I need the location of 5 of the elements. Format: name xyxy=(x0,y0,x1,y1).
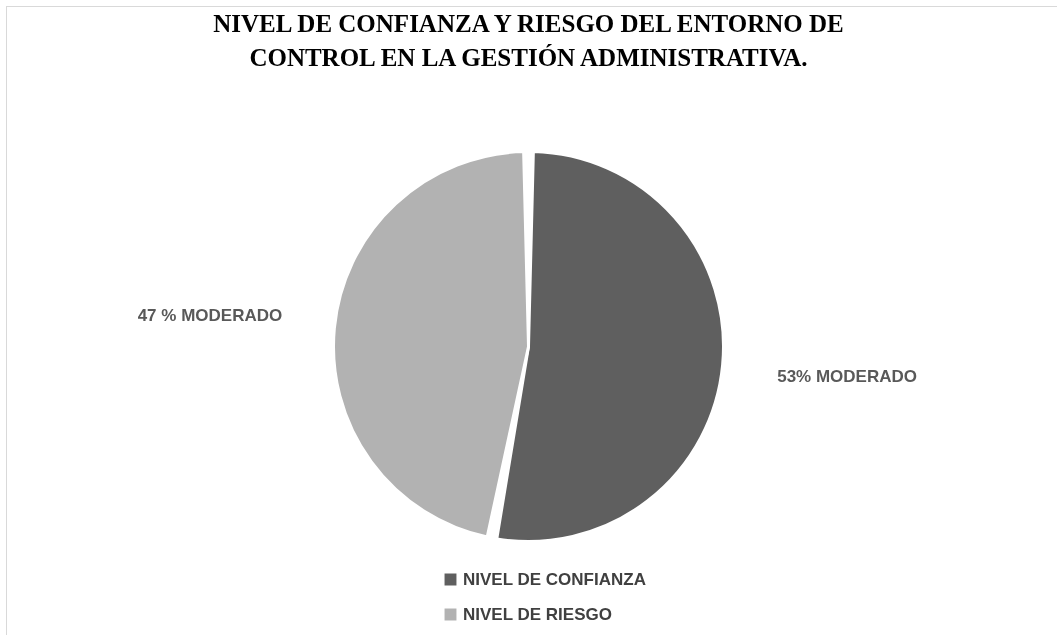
chart-title: NIVEL DE CONFIANZA Y RIESGO DEL ENTORNO DE CONTROL EN LA GESTIÓN ADMINISTRATIVA. xyxy=(213,10,844,71)
legend-label: NIVEL DE CONFIANZA xyxy=(463,569,646,589)
legend-label: NIVEL DE RIESGO xyxy=(463,604,612,624)
data-label: 47 % MODERADO xyxy=(137,306,283,326)
data-label: 53% MODERADO xyxy=(777,366,917,386)
